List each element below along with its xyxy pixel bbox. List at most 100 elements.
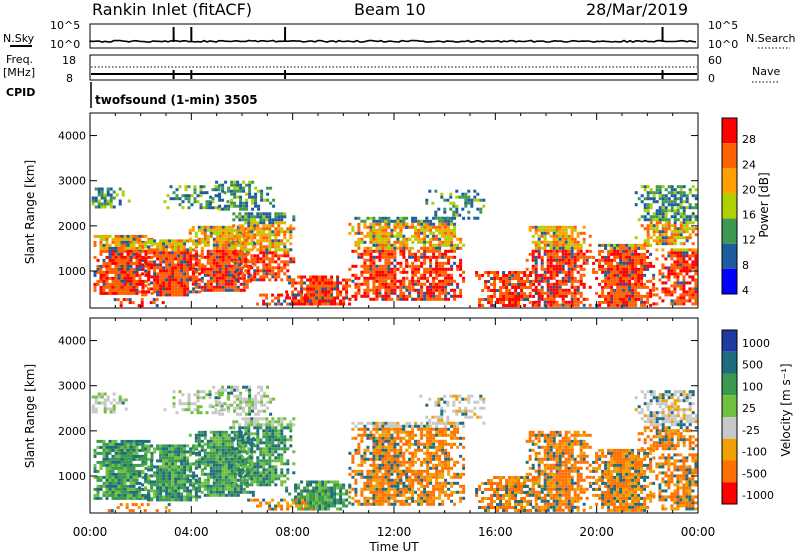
power-cell bbox=[183, 257, 187, 261]
power-cell bbox=[200, 252, 204, 256]
power-cell bbox=[375, 234, 379, 238]
power-cell bbox=[165, 245, 169, 249]
power-cell bbox=[294, 302, 298, 306]
power-cell bbox=[180, 293, 184, 297]
power-cell bbox=[150, 281, 154, 285]
power-cell bbox=[670, 251, 674, 255]
power-cell bbox=[369, 252, 373, 256]
velocity-cell bbox=[230, 478, 234, 482]
power-cell bbox=[549, 246, 553, 250]
power-cell bbox=[289, 230, 293, 234]
power-cell bbox=[661, 275, 665, 279]
power-cell bbox=[576, 279, 580, 283]
power-colorbar-tick-4: 12 bbox=[742, 234, 756, 247]
power-cell bbox=[429, 246, 433, 250]
power-cell bbox=[277, 257, 281, 261]
power-cell bbox=[631, 294, 635, 298]
power-cell bbox=[682, 242, 686, 246]
power-cell bbox=[564, 288, 568, 292]
power-cell bbox=[100, 193, 104, 197]
power-cell bbox=[150, 239, 154, 243]
velocity-cell bbox=[183, 480, 187, 484]
power-cell bbox=[402, 267, 406, 271]
power-cell bbox=[189, 248, 193, 252]
velocity-cell bbox=[247, 438, 251, 442]
power-cell bbox=[227, 252, 231, 256]
velocity-cell bbox=[221, 460, 225, 464]
power-cell bbox=[610, 291, 614, 295]
power-cell bbox=[274, 221, 278, 225]
power-cell bbox=[147, 251, 151, 255]
power-cell bbox=[259, 245, 263, 249]
power-cell bbox=[405, 258, 409, 262]
power-cell bbox=[508, 301, 512, 304]
power-cell bbox=[129, 273, 133, 277]
velocity-cell bbox=[132, 493, 136, 497]
power-cell bbox=[661, 299, 665, 303]
power-cell bbox=[327, 293, 331, 297]
velocity-cell bbox=[120, 448, 124, 452]
power-cell bbox=[135, 252, 139, 256]
power-cell bbox=[661, 206, 665, 210]
power-cell bbox=[444, 216, 448, 220]
power-cell bbox=[682, 278, 686, 282]
power-cell bbox=[132, 267, 136, 271]
velocity-cell bbox=[108, 487, 112, 491]
power-cell bbox=[191, 276, 195, 280]
velocity-cell bbox=[197, 484, 201, 488]
velocity-cell bbox=[168, 495, 172, 499]
power-cell bbox=[123, 276, 127, 280]
velocity-cell bbox=[144, 450, 148, 454]
velocity-cell bbox=[111, 487, 115, 491]
power-cell bbox=[108, 264, 112, 268]
power-cell bbox=[434, 216, 438, 220]
power-cell bbox=[309, 278, 313, 282]
power-cell bbox=[387, 270, 391, 274]
power-cell bbox=[582, 267, 586, 271]
velocity-cell bbox=[171, 498, 175, 502]
power-cell bbox=[570, 252, 574, 256]
power-cell bbox=[218, 183, 222, 187]
power-cell bbox=[531, 303, 535, 307]
power-cell bbox=[592, 261, 596, 265]
power-cell bbox=[595, 291, 599, 295]
power-cell bbox=[205, 203, 209, 207]
power-cell bbox=[375, 270, 379, 274]
power-cell bbox=[262, 251, 266, 255]
power-cell bbox=[384, 243, 388, 247]
power-cell bbox=[444, 231, 448, 235]
power-cell bbox=[667, 266, 671, 270]
power-cell bbox=[384, 279, 388, 283]
velocity-cell bbox=[93, 451, 97, 455]
power-cell bbox=[203, 288, 207, 292]
power-cell bbox=[132, 279, 136, 283]
power-cell bbox=[552, 234, 556, 238]
power-cell bbox=[429, 237, 433, 241]
power-cell bbox=[423, 255, 427, 259]
power-cell bbox=[426, 267, 430, 271]
power-cell bbox=[144, 264, 148, 268]
velocity-cell bbox=[111, 481, 115, 485]
velocity-cell bbox=[180, 477, 184, 481]
power-cell bbox=[570, 300, 574, 304]
power-cell bbox=[372, 219, 376, 223]
power-cell bbox=[192, 257, 196, 261]
power-cell bbox=[429, 255, 433, 259]
power-cell bbox=[552, 291, 556, 295]
velocity-cell bbox=[159, 480, 163, 484]
power-cell bbox=[685, 260, 689, 264]
power-cell bbox=[269, 201, 273, 205]
power-cell bbox=[384, 258, 388, 262]
velocity-cell bbox=[123, 496, 127, 500]
power-cell bbox=[679, 194, 683, 198]
power-cell bbox=[564, 246, 568, 250]
velocity-cell bbox=[129, 469, 133, 473]
power-cell bbox=[212, 267, 216, 271]
velocity-cell bbox=[111, 439, 115, 443]
power-cell bbox=[598, 252, 602, 256]
power-cell bbox=[688, 287, 692, 291]
power-cell bbox=[345, 296, 349, 300]
power-cell bbox=[245, 198, 249, 202]
power-cell bbox=[607, 273, 611, 277]
power-cell bbox=[399, 282, 403, 286]
